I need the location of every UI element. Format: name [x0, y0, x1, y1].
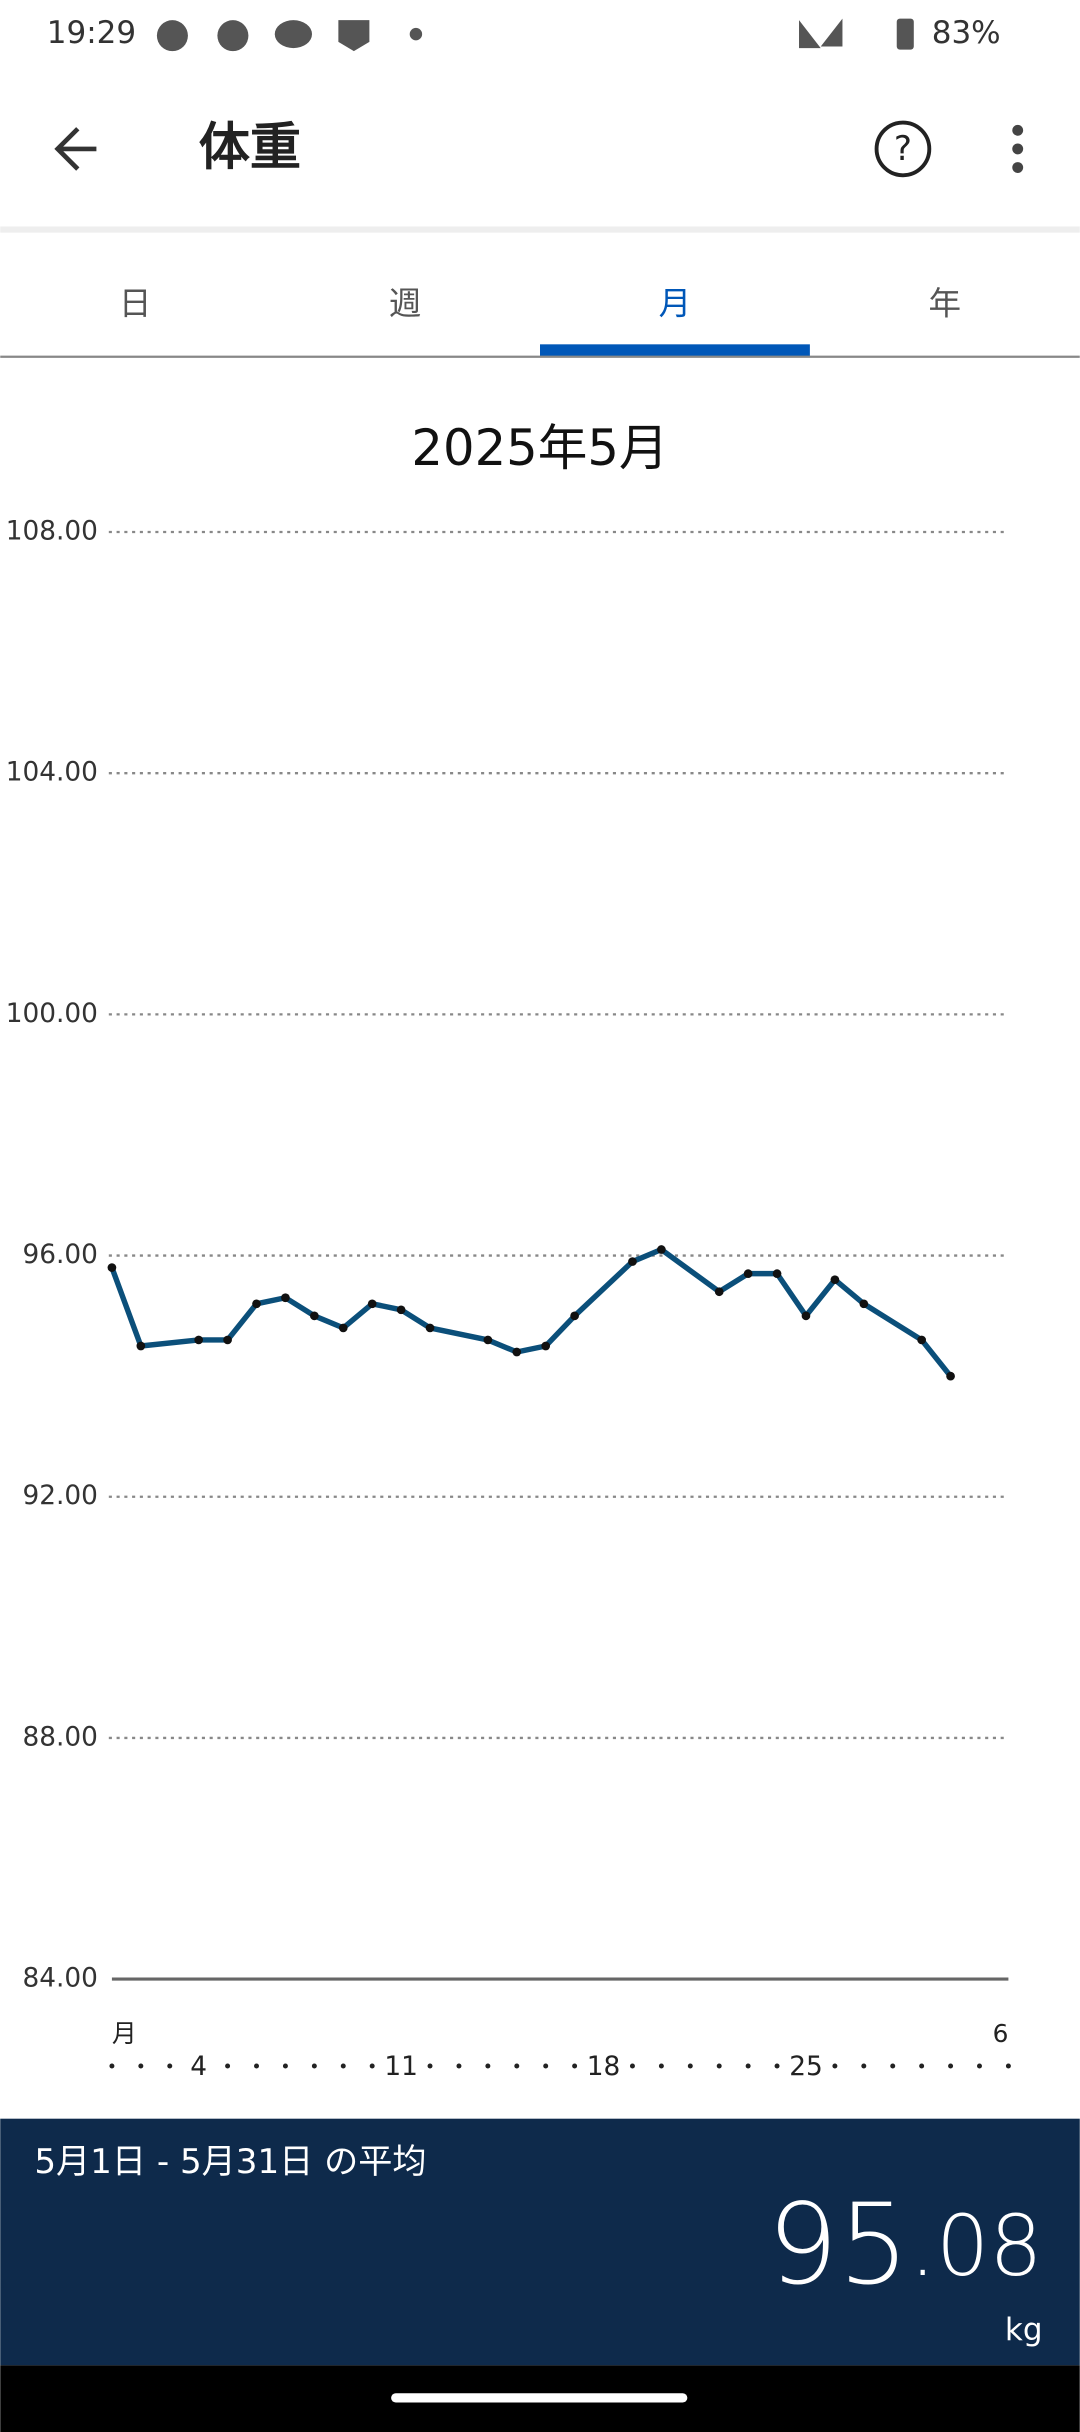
- x-day-dot: [774, 2063, 780, 2069]
- x-day-dot: [861, 2063, 867, 2069]
- x-month-label: 6: [993, 2019, 1009, 2048]
- data-point: [917, 1335, 926, 1345]
- data-point: [367, 1299, 377, 1309]
- data-point: [136, 1341, 146, 1351]
- x-day-dot: [977, 2063, 982, 2069]
- x-day-dot: [109, 2063, 115, 2069]
- data-point: [194, 1335, 204, 1345]
- x-day-dot: [225, 2063, 231, 2069]
- x-day-dot: [572, 2063, 578, 2069]
- x-tick-label: 25: [789, 2052, 823, 2082]
- x-month-label: 月: [112, 2019, 137, 2048]
- x-day-dot: [254, 2063, 259, 2069]
- back-button[interactable]: [54, 127, 97, 171]
- tab-label[interactable]: 年: [929, 285, 962, 323]
- header-shadow: [0, 226, 1080, 233]
- data-point: [223, 1335, 232, 1345]
- x-day-dot: [1005, 2063, 1011, 2069]
- x-day-dot: [658, 2063, 664, 2069]
- status-icons: [156, 18, 914, 52]
- menu-button[interactable]: [1012, 124, 1024, 173]
- x-day-dot: [629, 2063, 635, 2069]
- data-point: [310, 1311, 319, 1321]
- x-day-dot: [716, 2063, 722, 2069]
- data-point: [425, 1323, 435, 1333]
- data-point: [859, 1299, 869, 1309]
- data-point: [772, 1269, 782, 1278]
- summary-panel: [0, 2118, 1080, 2366]
- x-day-dot: [919, 2063, 925, 2069]
- x-day-dot: [369, 2063, 375, 2069]
- svg-text:?: ?: [894, 129, 912, 169]
- tab-label[interactable]: 週: [389, 285, 422, 323]
- tab-label[interactable]: 月: [659, 285, 692, 323]
- x-tick-label: 11: [384, 2052, 418, 2082]
- status-time: 19:29: [47, 15, 136, 51]
- x-day-dot: [745, 2063, 751, 2069]
- help-button[interactable]: ?: [874, 120, 932, 178]
- y-tick-label: 92.00: [22, 1481, 97, 1511]
- x-tick-label: 4: [190, 2052, 207, 2082]
- data-point: [714, 1287, 724, 1297]
- x-day-dot: [514, 2063, 520, 2069]
- data-point: [743, 1269, 753, 1278]
- x-day-dot: [282, 2063, 288, 2069]
- data-point: [830, 1275, 840, 1285]
- header-title: 体重: [199, 117, 301, 177]
- x-day-dot: [167, 2063, 173, 2069]
- x-day-dot: [340, 2063, 346, 2069]
- tab-label[interactable]: 日: [119, 285, 152, 323]
- summary-separator: .: [909, 2197, 936, 2295]
- data-point: [541, 1341, 551, 1351]
- summary-value: 95.08: [767, 2180, 1042, 2310]
- data-point: [801, 1311, 811, 1321]
- summary-unit: kg: [1005, 2312, 1043, 2348]
- y-tick-label: 104.00: [6, 758, 98, 788]
- status-battery: 83%: [932, 15, 1001, 51]
- summary-decimal: 08: [936, 2197, 1043, 2295]
- data-point: [483, 1335, 493, 1345]
- x-day-dot: [890, 2063, 896, 2069]
- chart-title: 2025年5月: [411, 419, 668, 477]
- data-point: [338, 1323, 348, 1333]
- x-tick-label: 18: [587, 2052, 621, 2082]
- data-point: [107, 1263, 117, 1272]
- data-point: [512, 1347, 522, 1357]
- data-point: [628, 1257, 637, 1266]
- y-tick-label: 108.00: [6, 517, 98, 547]
- y-tick-label: 96.00: [22, 1240, 97, 1270]
- data-point: [946, 1371, 955, 1381]
- y-tick-label: 84.00: [22, 1964, 97, 1994]
- x-day-dot: [485, 2063, 491, 2069]
- x-day-dot: [456, 2063, 462, 2069]
- x-day-dot: [427, 2063, 433, 2069]
- data-point: [657, 1245, 666, 1254]
- summary-label: 5月1日 - 5月31日 の平均: [34, 2142, 426, 2182]
- x-day-dot: [311, 2063, 317, 2069]
- x-day-dot: [948, 2063, 954, 2069]
- y-tick-label: 100.00: [6, 999, 98, 1029]
- tab-indicator: [540, 344, 810, 357]
- data-point: [281, 1293, 290, 1303]
- data-point: [252, 1299, 261, 1309]
- x-day-dot: [543, 2063, 549, 2069]
- data-point: [396, 1305, 406, 1315]
- x-day-dot: [138, 2063, 144, 2069]
- x-day-dot: [687, 2063, 693, 2069]
- data-line: [109, 1246, 953, 1378]
- home-indicator[interactable]: [391, 2393, 688, 2403]
- data-point: [570, 1311, 579, 1321]
- summary-integer: 95: [767, 2180, 909, 2310]
- x-day-dot: [832, 2063, 838, 2069]
- y-tick-label: 88.00: [22, 1722, 97, 1752]
